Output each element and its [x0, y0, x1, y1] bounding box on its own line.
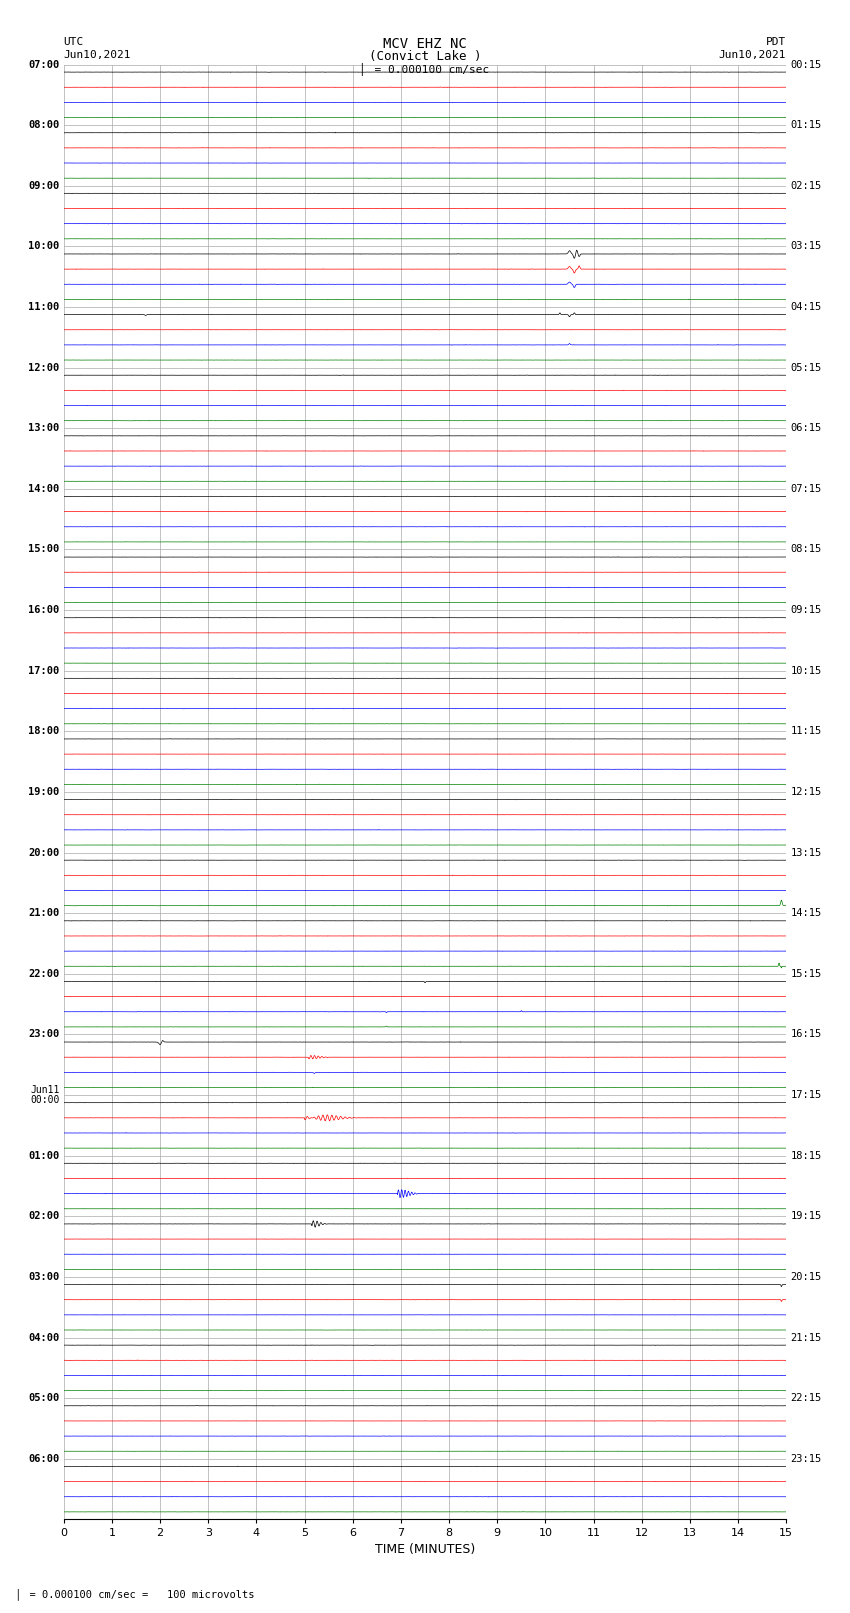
Text: 21:15: 21:15	[790, 1332, 822, 1342]
Text: 08:15: 08:15	[790, 545, 822, 555]
Text: 22:15: 22:15	[790, 1394, 822, 1403]
Text: UTC: UTC	[64, 37, 84, 47]
Text: 15:00: 15:00	[28, 545, 60, 555]
Text: 02:15: 02:15	[790, 181, 822, 190]
Text: 09:15: 09:15	[790, 605, 822, 615]
Text: 00:00: 00:00	[30, 1095, 60, 1105]
Text: 14:15: 14:15	[790, 908, 822, 918]
Text: 19:15: 19:15	[790, 1211, 822, 1221]
Text: 01:15: 01:15	[790, 119, 822, 131]
Text: Jun10,2021: Jun10,2021	[719, 50, 786, 60]
Text: 23:00: 23:00	[28, 1029, 60, 1039]
Text: 20:00: 20:00	[28, 847, 60, 858]
Text: 08:00: 08:00	[28, 119, 60, 131]
Text: 04:15: 04:15	[790, 302, 822, 311]
Text: 03:15: 03:15	[790, 242, 822, 252]
Text: ▏ = 0.000100 cm/sec: ▏ = 0.000100 cm/sec	[361, 63, 489, 76]
Text: 07:15: 07:15	[790, 484, 822, 494]
Text: 19:00: 19:00	[28, 787, 60, 797]
Text: 09:00: 09:00	[28, 181, 60, 190]
Text: 10:00: 10:00	[28, 242, 60, 252]
Text: 06:00: 06:00	[28, 1453, 60, 1465]
Text: PDT: PDT	[766, 37, 786, 47]
Text: 17:15: 17:15	[790, 1090, 822, 1100]
Text: (Convict Lake ): (Convict Lake )	[369, 50, 481, 63]
Text: 04:00: 04:00	[28, 1332, 60, 1342]
Text: 10:15: 10:15	[790, 666, 822, 676]
Text: 13:15: 13:15	[790, 847, 822, 858]
Text: 15:15: 15:15	[790, 969, 822, 979]
Text: Jun10,2021: Jun10,2021	[64, 50, 131, 60]
Text: 12:15: 12:15	[790, 787, 822, 797]
Text: 11:15: 11:15	[790, 726, 822, 737]
Text: 02:00: 02:00	[28, 1211, 60, 1221]
Text: 20:15: 20:15	[790, 1273, 822, 1282]
Text: 21:00: 21:00	[28, 908, 60, 918]
Text: 16:00: 16:00	[28, 605, 60, 615]
X-axis label: TIME (MINUTES): TIME (MINUTES)	[375, 1542, 475, 1555]
Text: 23:15: 23:15	[790, 1453, 822, 1465]
Text: 05:00: 05:00	[28, 1394, 60, 1403]
Text: MCV EHZ NC: MCV EHZ NC	[383, 37, 467, 52]
Text: 18:15: 18:15	[790, 1150, 822, 1161]
Text: 12:00: 12:00	[28, 363, 60, 373]
Text: 13:00: 13:00	[28, 423, 60, 434]
Text: ▏ = 0.000100 cm/sec =   100 microvolts: ▏ = 0.000100 cm/sec = 100 microvolts	[17, 1589, 254, 1600]
Text: 16:15: 16:15	[790, 1029, 822, 1039]
Text: 17:00: 17:00	[28, 666, 60, 676]
Text: 05:15: 05:15	[790, 363, 822, 373]
Text: 00:15: 00:15	[790, 60, 822, 69]
Text: Jun11: Jun11	[30, 1086, 60, 1095]
Text: 03:00: 03:00	[28, 1273, 60, 1282]
Text: 07:00: 07:00	[28, 60, 60, 69]
Text: 01:00: 01:00	[28, 1150, 60, 1161]
Text: 11:00: 11:00	[28, 302, 60, 311]
Text: 06:15: 06:15	[790, 423, 822, 434]
Text: 18:00: 18:00	[28, 726, 60, 737]
Text: 22:00: 22:00	[28, 969, 60, 979]
Text: 14:00: 14:00	[28, 484, 60, 494]
